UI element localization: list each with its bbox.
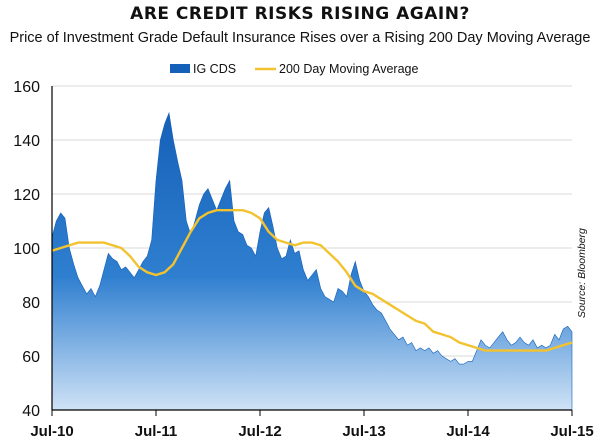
axes: 40 60 80 100 120 140 160 Jul-10 Jul-11 Jul-12 Jul-…: [13, 79, 593, 440]
x-tick-label: Jul-10: [30, 423, 73, 440]
plot-area: [51, 111, 573, 411]
y-tick-label: 160: [13, 79, 40, 96]
source-note: Source: Bloomberg: [576, 228, 588, 318]
legend-swatch-ig-cds: [170, 64, 190, 73]
y-tick-label: 100: [13, 241, 40, 258]
legend-label-moving-average: 200 Day Moving Average: [279, 62, 418, 76]
legend-label-ig-cds: IG CDS: [193, 62, 236, 76]
y-tick-label: 120: [13, 187, 40, 204]
y-tick-label: 80: [22, 295, 40, 312]
x-tick-label: Jul-13: [342, 423, 385, 440]
x-tick-label: Jul-12: [238, 423, 281, 440]
y-tick-label: 60: [22, 349, 40, 366]
series-ig-cds-area: [51, 111, 573, 411]
series-200-day-moving-average-line: [51, 208, 573, 352]
x-tick-label: Jul-15: [550, 423, 593, 440]
y-tick-label: 40: [22, 403, 40, 420]
legend: IG CDS 200 Day Moving Average: [170, 62, 418, 76]
chart-subtitle: Price of Investment Grade Default Insura…: [9, 30, 591, 46]
x-tick-label: Jul-14: [446, 423, 490, 440]
y-tick-label: 140: [13, 133, 40, 150]
chart-title: ARE CREDIT RISKS RISING AGAIN?: [130, 4, 470, 24]
x-tick-label: Jul-11: [135, 423, 178, 440]
